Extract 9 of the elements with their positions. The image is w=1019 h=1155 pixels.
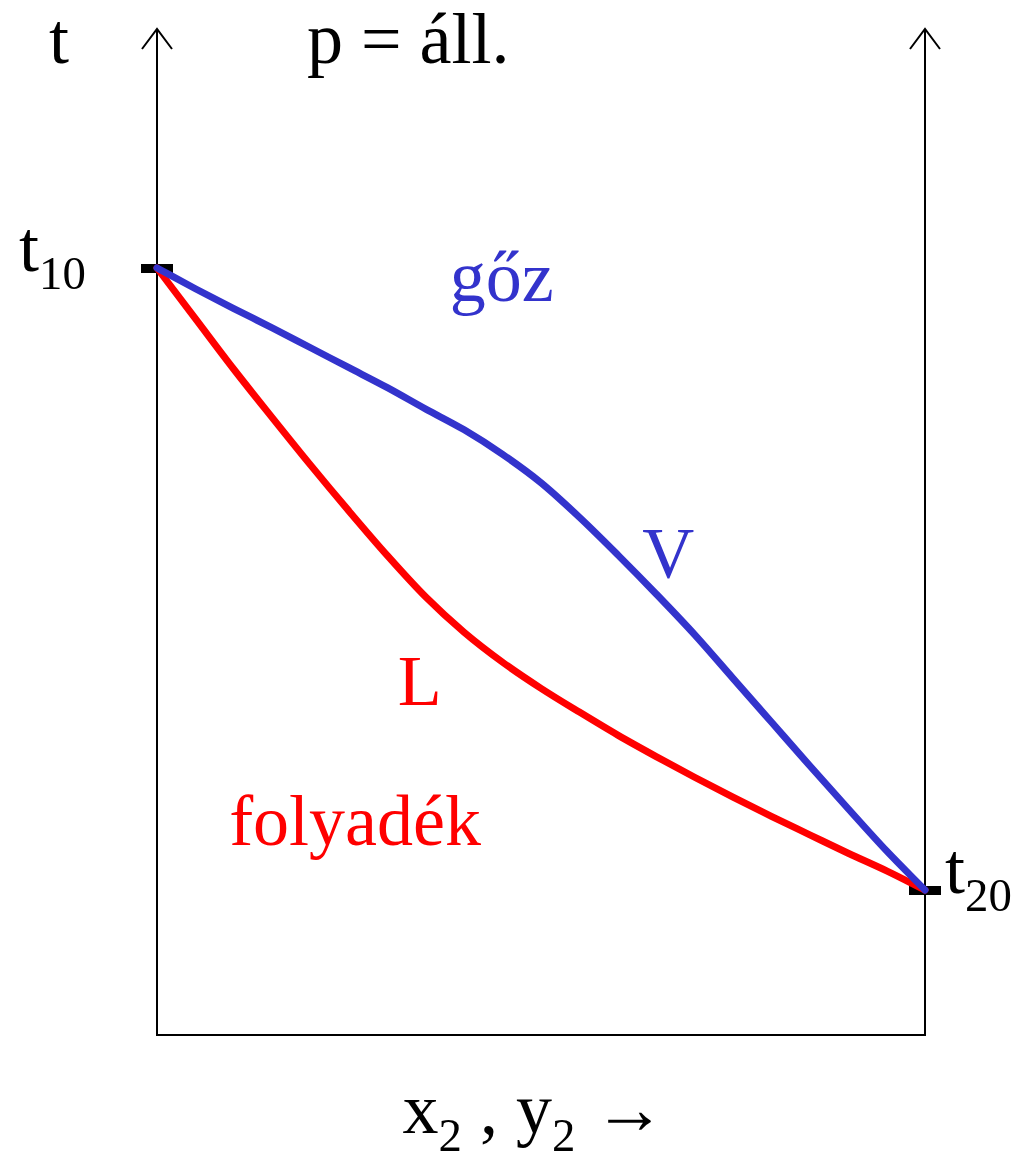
y-axis-title: t bbox=[49, 0, 70, 79]
series-label: L bbox=[397, 640, 442, 721]
x-axis-title: x$_{2}$ , y$_{2}$ → bbox=[402, 1068, 666, 1155]
annotation: folyadék bbox=[229, 780, 482, 861]
chart-title: p = áll. bbox=[307, 0, 510, 79]
text: t$_{10}$ bbox=[19, 206, 86, 299]
series-label: V bbox=[642, 512, 695, 593]
annotation: gőz bbox=[449, 237, 554, 318]
text: t$_{20}$ bbox=[945, 828, 1012, 921]
